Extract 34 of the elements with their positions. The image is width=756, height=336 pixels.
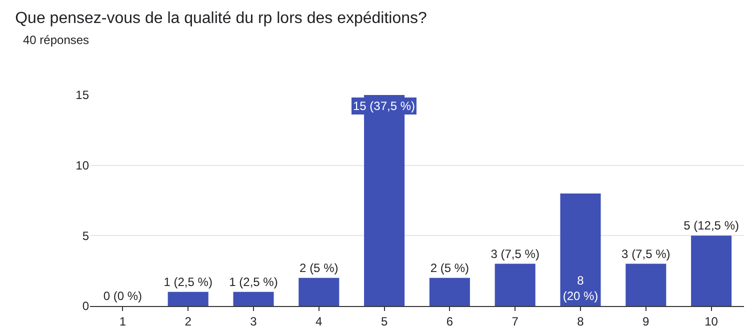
x-tick-label: 6 xyxy=(446,314,454,328)
bar xyxy=(429,278,470,306)
x-tick-label: 10 xyxy=(704,314,718,328)
y-tick-label: 0 xyxy=(82,299,90,314)
data-label: 1 (2,5 %) xyxy=(229,274,278,289)
x-tick-label: 9 xyxy=(642,314,650,328)
data-label: 5 (12,5 %) xyxy=(684,218,739,233)
x-tick-label: 5 xyxy=(380,314,388,328)
data-label: 2 (5 %) xyxy=(300,260,338,275)
data-label: 0 (0 %) xyxy=(103,289,142,303)
y-tick-label: 15 xyxy=(76,88,90,102)
bar xyxy=(691,236,732,306)
y-tick-label: 10 xyxy=(76,158,90,173)
data-label: 15 (37,5 %) xyxy=(353,99,416,113)
data-label: 3 (7,5 %) xyxy=(622,246,670,261)
bar xyxy=(233,292,274,306)
chart-subtitle: 40 réponses xyxy=(23,33,90,47)
x-tick-label: 1 xyxy=(119,314,126,328)
bar xyxy=(626,264,666,306)
bar xyxy=(560,193,601,306)
data-label: 8 (20 %) xyxy=(562,273,598,303)
x-tick-label: 7 xyxy=(512,314,519,328)
x-tick-label: 8 xyxy=(577,314,584,328)
y-tick-label: 5 xyxy=(82,228,90,243)
chart-title: Que pensez-vous de la qualité du rp lors des expéditions? xyxy=(15,10,428,27)
x-tick-label: 2 xyxy=(184,314,192,328)
data-label: 1 (2,5 %) xyxy=(164,274,212,289)
data-label: 2 (5 %) xyxy=(430,260,470,275)
bar xyxy=(494,264,536,306)
bar xyxy=(168,292,208,306)
bar xyxy=(298,278,340,306)
x-tick-label: 3 xyxy=(250,314,258,328)
data-label: 3 (7,5 %) xyxy=(490,246,540,261)
x-tick-label: 4 xyxy=(316,314,323,328)
